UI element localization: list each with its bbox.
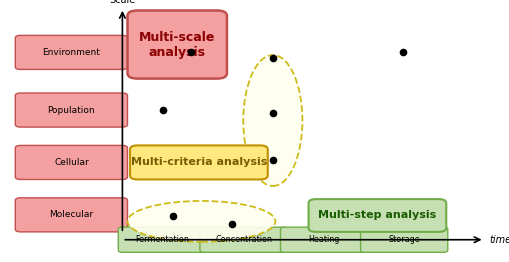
- FancyBboxPatch shape: [127, 10, 227, 79]
- Ellipse shape: [127, 201, 275, 242]
- FancyBboxPatch shape: [130, 145, 267, 179]
- Text: Environment: Environment: [42, 48, 100, 57]
- Text: time: time: [489, 235, 509, 245]
- FancyBboxPatch shape: [118, 227, 205, 252]
- FancyBboxPatch shape: [15, 145, 127, 179]
- FancyBboxPatch shape: [280, 227, 367, 252]
- Text: Population: Population: [47, 106, 95, 114]
- FancyBboxPatch shape: [200, 227, 287, 252]
- Text: Multi-criteria analysis: Multi-criteria analysis: [130, 157, 267, 167]
- FancyBboxPatch shape: [15, 35, 127, 69]
- Text: Multi-step analysis: Multi-step analysis: [318, 210, 436, 221]
- FancyBboxPatch shape: [15, 93, 127, 127]
- Text: Heating: Heating: [308, 235, 339, 244]
- Text: Molecular: Molecular: [49, 210, 93, 219]
- Text: Storage: Storage: [387, 235, 419, 244]
- FancyBboxPatch shape: [15, 198, 127, 232]
- FancyBboxPatch shape: [360, 227, 447, 252]
- Text: Concentration: Concentration: [215, 235, 271, 244]
- Ellipse shape: [243, 55, 302, 186]
- FancyBboxPatch shape: [308, 199, 445, 232]
- Text: Scale: Scale: [109, 0, 135, 5]
- Text: Cellular: Cellular: [54, 158, 89, 167]
- Text: Fermentation: Fermentation: [135, 235, 188, 244]
- Text: Multi-scale
analysis: Multi-scale analysis: [139, 31, 215, 58]
